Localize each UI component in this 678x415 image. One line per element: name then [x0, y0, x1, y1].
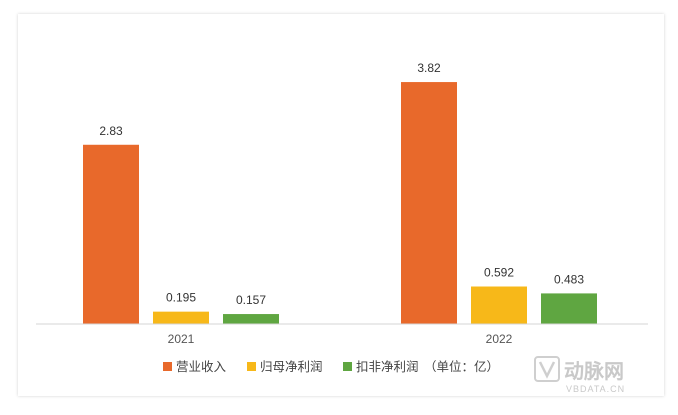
- data-label-2022-series-2: 0.483: [554, 272, 584, 286]
- watermark-text: 动脉网: [564, 359, 624, 383]
- watermark-logo-icon: [534, 356, 560, 382]
- bar-2021-series-2: [223, 314, 279, 324]
- unit-note: （单位：亿）: [424, 359, 499, 374]
- bars-group: [83, 82, 597, 324]
- legend-swatch-series-2: [343, 362, 352, 371]
- bar-2021-series-1: [153, 311, 209, 324]
- legend-swatch-series-1: [247, 362, 256, 371]
- data-label-2021-series-2: 0.157: [236, 293, 266, 307]
- data-label-2022-series-0: 3.82: [417, 61, 441, 75]
- legend-swatch-series-0: [163, 362, 172, 371]
- x-tick-labels: 2021 2022: [168, 332, 513, 346]
- legend-label-series-2: 扣非净利润: [356, 359, 419, 374]
- bar-2021-series-0: [83, 144, 139, 324]
- bar-2022-series-1: [471, 286, 527, 324]
- data-label-2022-series-1: 0.592: [484, 266, 514, 280]
- watermark: 动脉网 VBDATA.CN: [534, 356, 625, 394]
- x-tick-label-2022: 2022: [486, 332, 513, 346]
- legend-label-series-1: 归母净利润: [260, 359, 323, 374]
- data-label-2021-series-1: 0.195: [166, 291, 196, 305]
- legend: 营业收入 归母净利润 扣非净利润: [163, 359, 419, 374]
- legend-label-series-0: 营业收入: [176, 359, 227, 374]
- bar-2022-series-2: [541, 293, 597, 324]
- watermark-subtext: VBDATA.CN: [566, 384, 625, 394]
- data-label-2021-series-0: 2.83: [99, 124, 123, 138]
- bar-2022-series-0: [401, 82, 457, 324]
- x-tick-label-2021: 2021: [168, 332, 195, 346]
- data-labels-group: 2.83 0.195 0.157 3.82 0.592 0.483: [99, 61, 584, 307]
